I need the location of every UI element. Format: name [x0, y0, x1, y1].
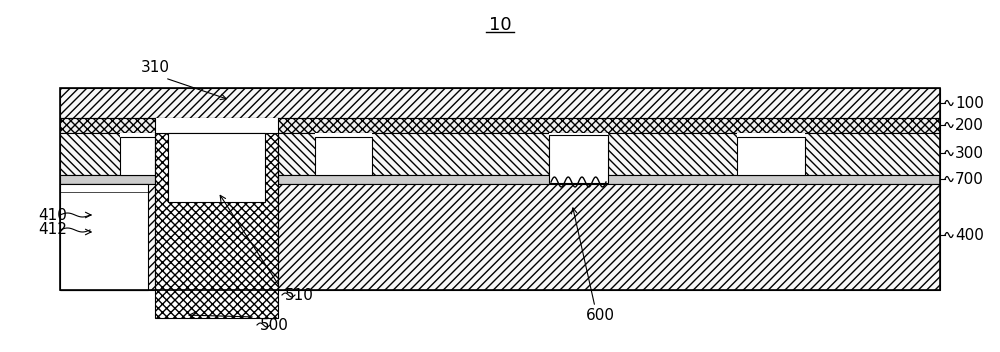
Bar [737, 133, 805, 175]
Bar [549, 133, 608, 175]
Bar [60, 118, 940, 133]
Bar [60, 184, 148, 290]
Text: 100: 100 [955, 95, 984, 111]
Bar [60, 88, 940, 290]
Text: 412: 412 [38, 222, 67, 238]
Bar [315, 133, 372, 175]
Bar [60, 175, 940, 184]
Text: 410: 410 [38, 207, 67, 222]
Bar [155, 118, 278, 184]
Text: 700: 700 [955, 171, 984, 187]
Text: 300: 300 [955, 145, 984, 161]
Text: 10: 10 [489, 16, 511, 34]
Bar [549, 133, 608, 184]
Bar [155, 184, 278, 290]
Bar [155, 133, 278, 318]
Text: 500: 500 [260, 318, 289, 333]
Text: 510: 510 [285, 288, 314, 302]
Bar [60, 88, 940, 118]
Text: 400: 400 [955, 227, 984, 243]
Bar [60, 133, 940, 175]
Text: 310: 310 [140, 61, 170, 75]
Bar [120, 137, 205, 175]
Bar [549, 137, 608, 175]
Text: 600: 600 [586, 308, 614, 322]
Bar [120, 133, 205, 175]
Text: 200: 200 [955, 118, 984, 132]
Bar [315, 137, 372, 175]
Bar [168, 133, 265, 202]
Bar [60, 184, 940, 290]
Bar [549, 135, 608, 183]
Bar [737, 137, 805, 175]
